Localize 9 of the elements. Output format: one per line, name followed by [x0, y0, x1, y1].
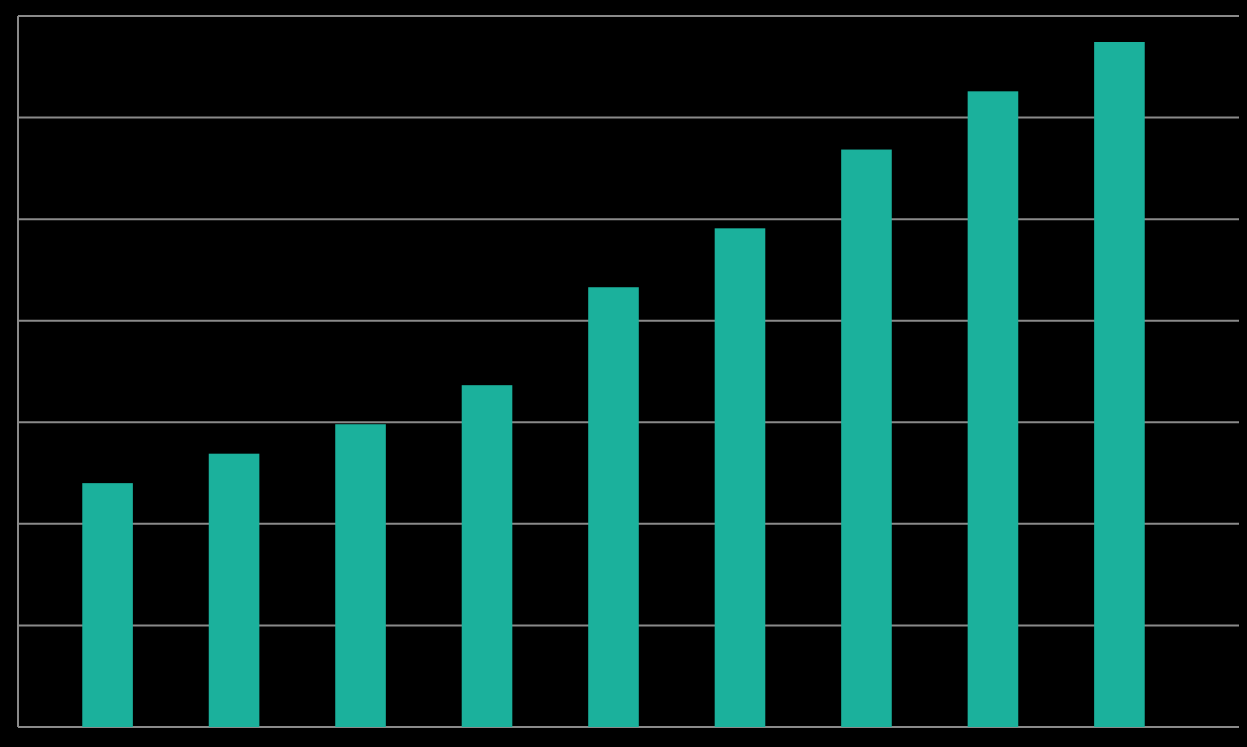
bar — [588, 287, 639, 727]
bar — [714, 228, 766, 727]
bar — [967, 91, 1019, 727]
bar — [1094, 42, 1145, 727]
bar — [461, 385, 513, 727]
bar — [82, 483, 133, 727]
bar — [335, 424, 386, 727]
bar — [208, 453, 260, 727]
bar — [841, 149, 892, 727]
